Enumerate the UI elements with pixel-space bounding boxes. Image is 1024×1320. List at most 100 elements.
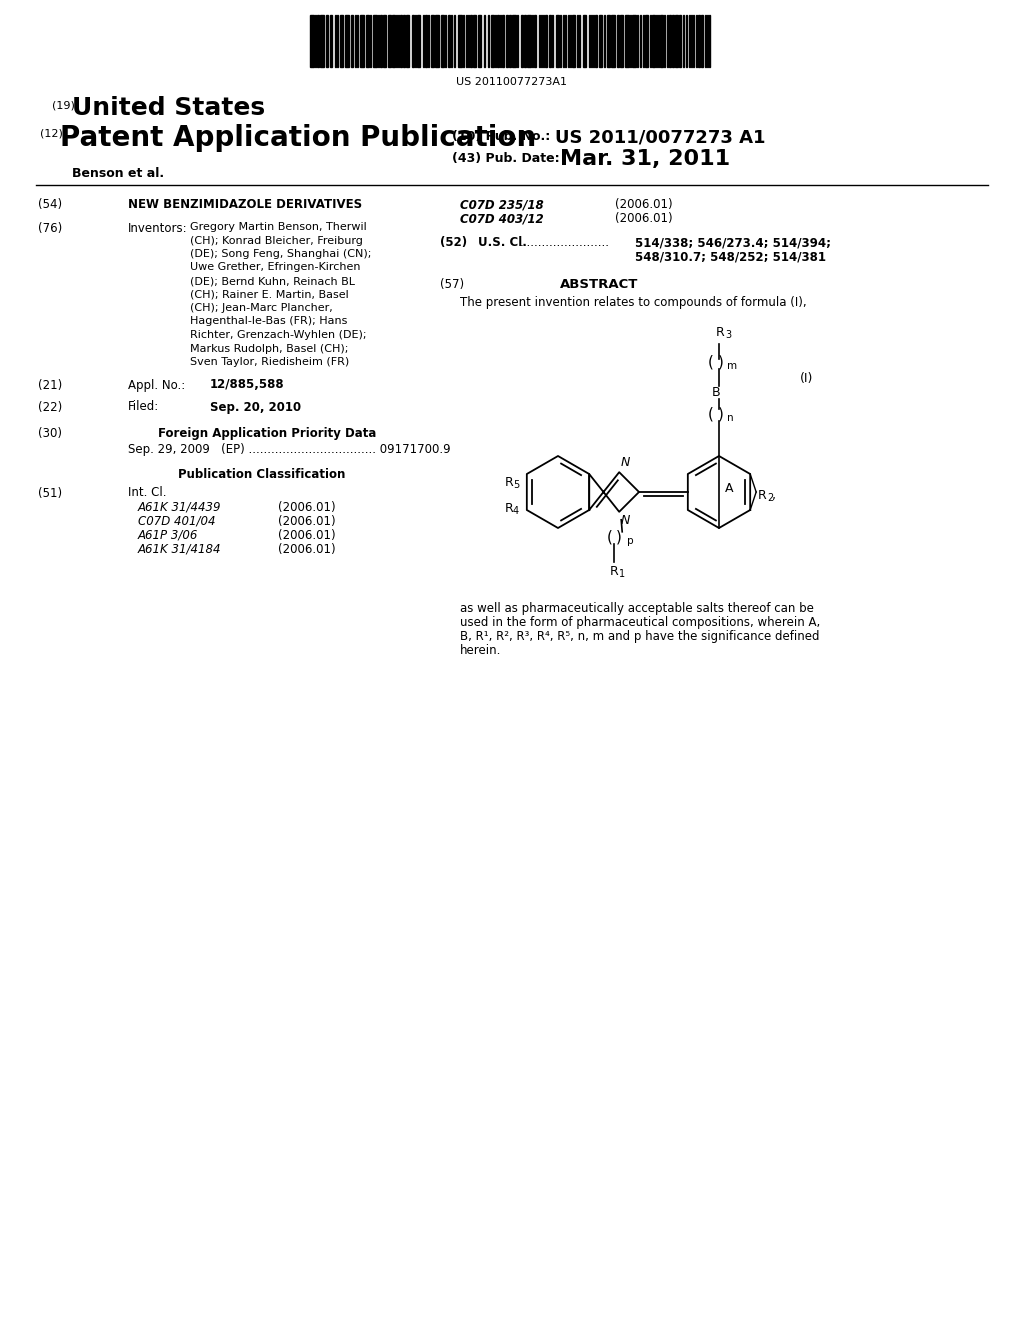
Bar <box>388 15 391 67</box>
Text: R: R <box>610 565 618 578</box>
Text: Benson et al.: Benson et al. <box>72 168 164 180</box>
Bar <box>521 15 523 67</box>
Text: 514/338; 546/273.4; 514/394;: 514/338; 546/273.4; 514/394; <box>635 236 831 249</box>
Text: A: A <box>725 482 733 495</box>
Text: 12/885,588: 12/885,588 <box>210 379 285 392</box>
Text: 3: 3 <box>725 330 731 341</box>
Text: R: R <box>758 488 767 502</box>
Bar <box>660 15 663 67</box>
Text: p: p <box>627 536 634 545</box>
Bar <box>607 15 610 67</box>
Bar <box>545 15 547 67</box>
Bar <box>431 15 434 67</box>
Bar <box>549 15 551 67</box>
Bar <box>417 15 420 67</box>
Text: Richter, Grenzach-Wyhlen (DE);: Richter, Grenzach-Wyhlen (DE); <box>190 330 367 341</box>
Bar <box>572 15 575 67</box>
Text: R: R <box>505 477 514 488</box>
Text: Patent Application Publication: Patent Application Publication <box>60 124 537 152</box>
Bar <box>345 15 349 67</box>
Text: N: N <box>621 457 630 469</box>
Bar <box>698 15 700 67</box>
Bar <box>317 15 319 67</box>
Text: ): ) <box>616 529 623 544</box>
Text: (2006.01): (2006.01) <box>278 543 336 556</box>
Bar <box>441 15 444 67</box>
Text: (10) Pub. No.:: (10) Pub. No.: <box>452 129 550 143</box>
Text: 1: 1 <box>620 569 626 578</box>
Bar <box>620 15 623 67</box>
Text: Filed:: Filed: <box>128 400 160 413</box>
Text: C07D 403/12: C07D 403/12 <box>460 213 544 224</box>
Text: (43) Pub. Date:: (43) Pub. Date: <box>452 152 560 165</box>
Bar <box>672 15 674 67</box>
Text: A61K 31/4439: A61K 31/4439 <box>138 500 221 513</box>
Text: 4: 4 <box>513 506 519 516</box>
Bar <box>340 15 343 67</box>
Bar <box>473 15 476 67</box>
Bar <box>400 15 402 67</box>
Text: used in the form of pharmaceutical compositions, wherein A,: used in the form of pharmaceutical compo… <box>460 616 820 630</box>
Bar <box>675 15 678 67</box>
Bar <box>406 15 409 67</box>
Bar <box>425 15 427 67</box>
Text: US 20110077273A1: US 20110077273A1 <box>457 77 567 87</box>
Text: ): ) <box>718 355 724 370</box>
Text: (CH); Jean-Marc Plancher,: (CH); Jean-Marc Plancher, <box>190 304 333 313</box>
Text: 2: 2 <box>767 492 773 503</box>
Text: (2006.01): (2006.01) <box>278 515 336 528</box>
Text: A61P 3/06: A61P 3/06 <box>138 528 199 541</box>
Text: Publication Classification: Publication Classification <box>178 469 345 482</box>
Text: NEW BENZIMIDAZOLE DERIVATIVES: NEW BENZIMIDAZOLE DERIVATIVES <box>128 198 362 211</box>
Bar <box>403 15 406 67</box>
Text: 548/310.7; 548/252; 514/381: 548/310.7; 548/252; 514/381 <box>635 249 826 263</box>
Bar <box>512 15 516 67</box>
Text: Foreign Application Priority Data: Foreign Application Priority Data <box>158 426 377 440</box>
Text: (CH); Konrad Bleicher, Freiburg: (CH); Konrad Bleicher, Freiburg <box>190 235 362 246</box>
Bar <box>632 15 636 67</box>
Text: Int. Cl.: Int. Cl. <box>128 487 167 499</box>
Text: (I): (I) <box>800 372 813 385</box>
Bar <box>599 15 602 67</box>
Bar <box>527 15 531 67</box>
Bar <box>497 15 499 67</box>
Bar <box>392 15 395 67</box>
Text: (12): (12) <box>40 128 62 139</box>
Text: (: ( <box>708 355 714 370</box>
Text: ........................: ........................ <box>520 236 610 249</box>
Bar <box>478 15 481 67</box>
Bar <box>380 15 382 67</box>
Text: (: ( <box>708 407 714 421</box>
Bar <box>470 15 472 67</box>
Bar <box>652 15 655 67</box>
Text: The present invention relates to compounds of formula (I),: The present invention relates to compoun… <box>460 296 807 309</box>
Text: (2006.01): (2006.01) <box>615 198 673 211</box>
Bar <box>617 15 618 67</box>
Text: B: B <box>712 385 720 399</box>
Bar <box>383 15 386 67</box>
Text: (52): (52) <box>440 236 467 249</box>
Text: Inventors:: Inventors: <box>128 222 187 235</box>
Text: (22): (22) <box>38 400 62 413</box>
Bar <box>611 15 615 67</box>
Text: (30): (30) <box>38 426 62 440</box>
Text: Uwe Grether, Efringen-Kirchen: Uwe Grether, Efringen-Kirchen <box>190 263 360 272</box>
Text: as well as pharmaceutically acceptable salts thereof can be: as well as pharmaceutically acceptable s… <box>460 602 814 615</box>
Bar <box>669 15 671 67</box>
Text: 5: 5 <box>513 480 519 490</box>
Bar <box>645 15 648 67</box>
Text: (2006.01): (2006.01) <box>278 528 336 541</box>
Bar <box>534 15 536 67</box>
Text: C07D 235/18: C07D 235/18 <box>460 198 544 211</box>
Text: C07D 401/04: C07D 401/04 <box>138 515 215 528</box>
Text: (CH); Rainer E. Martin, Basel: (CH); Rainer E. Martin, Basel <box>190 289 349 300</box>
Bar <box>319 15 324 67</box>
Bar <box>625 15 629 67</box>
Text: Markus Rudolph, Basel (CH);: Markus Rudolph, Basel (CH); <box>190 343 348 354</box>
Bar <box>435 15 439 67</box>
Bar <box>506 15 508 67</box>
Bar <box>373 15 377 67</box>
Text: R: R <box>716 326 725 339</box>
Bar <box>351 15 353 67</box>
Bar <box>326 15 328 67</box>
